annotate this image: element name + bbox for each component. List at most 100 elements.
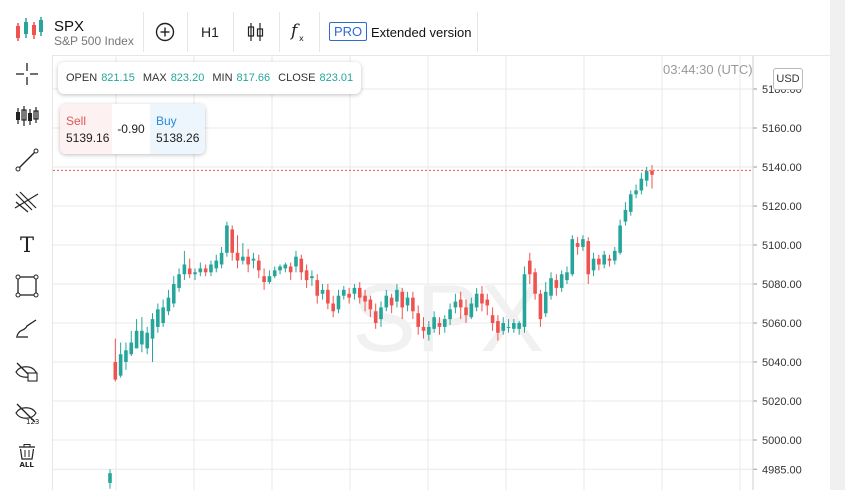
candle [198, 262, 203, 277]
candle [342, 285, 346, 300]
text-tool[interactable]: T [14, 231, 40, 257]
candle [310, 270, 314, 286]
y-tick-label: 5100.00 [762, 240, 802, 252]
open-label: OPEN [66, 72, 98, 84]
candle [427, 321, 431, 341]
candle [357, 282, 362, 304]
candle [565, 266, 569, 284]
candle [347, 287, 351, 304]
hide-123-icon: 123 [15, 403, 39, 426]
page-scrollbar[interactable] [830, 0, 845, 490]
candle [315, 274, 320, 304]
candle [411, 291, 415, 320]
sell-price: 5139.16 [66, 131, 110, 145]
chart-type-button[interactable] [238, 12, 274, 52]
candle [113, 338, 118, 382]
candles-icon [16, 17, 43, 41]
candle [225, 221, 229, 257]
candle [458, 291, 463, 320]
candle [214, 254, 219, 273]
candle [597, 254, 601, 271]
candle [283, 262, 288, 273]
candle [108, 469, 112, 489]
candle [442, 315, 447, 333]
trade-widget: Sell 5139.16 -0.90 Buy 5138.26 [60, 104, 205, 154]
candle [437, 317, 442, 335]
candle [490, 307, 495, 331]
sell-button[interactable]: Sell 5139.16 [60, 104, 112, 154]
pro-badge[interactable]: PRO [329, 22, 368, 41]
candle [203, 264, 208, 277]
fib-icon [14, 191, 39, 213]
price-chart[interactable]: 4985.00 5000.00 5020.00 5040.00 5060.00 5080.… [53, 56, 830, 490]
clock-utc: 03:44:30 (UTC) [663, 62, 753, 77]
delete-all-label: ALL [20, 461, 35, 469]
brush-icon [16, 319, 37, 338]
indicators-icon [16, 106, 39, 126]
candle [171, 276, 176, 308]
candle [618, 219, 622, 255]
candle [267, 270, 272, 284]
candlestick-type-icon [247, 23, 264, 41]
crosshair-tool[interactable] [14, 61, 40, 87]
delete-all-tool[interactable]: ALL [14, 443, 40, 469]
symbol-description[interactable]: S&P 500 Index [54, 34, 134, 48]
compare-button[interactable] [148, 12, 182, 52]
timeframe-button[interactable]: H1 [201, 24, 219, 40]
candle [400, 287, 405, 320]
candle [570, 235, 575, 277]
extended-version-link[interactable]: Extended version [371, 25, 472, 40]
candle [543, 282, 548, 318]
candle [613, 246, 617, 265]
candle [496, 315, 500, 341]
candle [150, 313, 155, 362]
candle [193, 268, 197, 281]
y-tick-label: 5060.00 [762, 318, 802, 330]
candle [586, 237, 591, 284]
candle [421, 317, 426, 339]
candle [140, 317, 144, 353]
indicators-tool[interactable] [14, 103, 40, 129]
y-tick-label: 5120.00 [762, 201, 802, 213]
candle [118, 342, 123, 378]
candle [156, 303, 160, 333]
candle [182, 250, 187, 281]
candle [256, 254, 261, 279]
toolbar-divider [187, 12, 188, 52]
hide-indicators-tool[interactable]: 123 [14, 401, 40, 427]
hide-drawings-tool[interactable] [14, 359, 40, 385]
y-tick-label: 5160.00 [762, 123, 802, 135]
max-label: MAX [142, 72, 167, 84]
chart-area[interactable]: 4985.00 5000.00 5020.00 5040.00 5060.00 5080.… [53, 56, 830, 490]
candle [272, 266, 277, 279]
candle [368, 295, 373, 318]
candle [251, 252, 256, 269]
candle [650, 165, 654, 189]
candle [559, 270, 564, 292]
svg-text:f: f [289, 21, 300, 41]
candle [517, 321, 521, 335]
max-value: 823.20 [170, 72, 205, 84]
brush-tool[interactable] [14, 315, 40, 341]
buy-button[interactable]: Buy 5138.26 [150, 104, 205, 154]
toolbar-divider [319, 12, 320, 52]
candle [538, 289, 543, 327]
open-value: 821.15 [101, 72, 135, 84]
trend-line-tool[interactable] [14, 147, 40, 173]
candle [262, 268, 266, 290]
rectangle-tool[interactable] [14, 273, 40, 299]
candle [235, 235, 240, 269]
candle [405, 291, 410, 312]
candle [554, 274, 559, 296]
svg-text:x: x [299, 34, 304, 43]
currency-button[interactable]: USD [773, 68, 803, 90]
candle [379, 301, 383, 327]
candle [246, 248, 250, 273]
close-value: 823.01 [319, 72, 354, 84]
fib-tool[interactable] [14, 189, 40, 215]
candle [320, 284, 325, 300]
symbol-name[interactable]: SPX [54, 18, 85, 35]
